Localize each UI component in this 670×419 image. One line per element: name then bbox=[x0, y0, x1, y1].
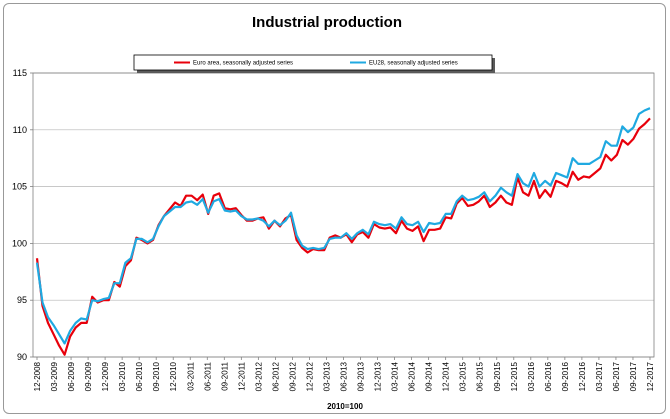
x-axis: 12-2008 03-2009 06-2009 09-2009 12-2009 03-20… bbox=[33, 357, 655, 391]
x-tick-label: 06-2011 bbox=[203, 361, 212, 390]
x-axis-note: 2010=100 bbox=[327, 402, 363, 411]
legend: Euro area, seasonally adjusted series EU… bbox=[133, 54, 495, 73]
x-tick-label: 06-2014 bbox=[408, 361, 417, 391]
x-tick-label: 09-2009 bbox=[84, 361, 93, 391]
x-tick-label: 03-2015 bbox=[459, 361, 468, 391]
x-tick-label: 06-2010 bbox=[135, 361, 144, 391]
x-tick-label: 06-2016 bbox=[544, 361, 553, 391]
x-tick-label: 06-2013 bbox=[340, 361, 349, 391]
x-tick-label: 09-2016 bbox=[561, 361, 570, 391]
chart-title: Industrial production bbox=[252, 14, 402, 31]
x-tick-label: 12-2008 bbox=[33, 361, 42, 391]
y-tick-label: 95 bbox=[17, 295, 27, 305]
x-tick-label: 09-2014 bbox=[425, 361, 434, 391]
x-tick-label: 09-2013 bbox=[357, 361, 366, 391]
x-tick-label: 12-2011 bbox=[237, 361, 246, 390]
series-line-1 bbox=[35, 107, 651, 345]
legend-box bbox=[133, 54, 493, 71]
y-tick-label: 90 bbox=[17, 352, 27, 362]
x-tick-label: 12-2009 bbox=[101, 361, 110, 391]
x-tick-label: 03-2017 bbox=[595, 361, 604, 391]
x-tick-label: 06-2017 bbox=[612, 361, 621, 391]
y-tick-label: 105 bbox=[12, 182, 27, 192]
y-tick-label: 110 bbox=[13, 125, 27, 135]
legend-label-euro-area: Euro area, seasonally adjusted series bbox=[193, 61, 293, 67]
x-tick-label: 12-2014 bbox=[442, 361, 451, 391]
x-tick-label: 06-2009 bbox=[67, 361, 76, 391]
x-tick-label: 12-2013 bbox=[374, 361, 383, 391]
x-tick-label: 09-2012 bbox=[288, 361, 297, 391]
series-lines bbox=[35, 107, 651, 356]
x-tick-label: 09-2015 bbox=[493, 361, 502, 391]
x-tick-label: 06-2012 bbox=[271, 361, 280, 391]
x-tick-label: 03-2016 bbox=[527, 361, 536, 391]
x-tick-label: 03-2012 bbox=[254, 361, 263, 391]
x-tick-label: 03-2013 bbox=[322, 361, 331, 391]
x-tick-label: 12-2017 bbox=[646, 361, 655, 391]
x-tick-label: 06-2015 bbox=[476, 361, 485, 391]
y-tick-label: 115 bbox=[13, 68, 27, 78]
x-tick-label: 12-2012 bbox=[305, 361, 314, 391]
x-tick-label: 09-2017 bbox=[629, 361, 638, 391]
y-axis: 90 95 100 105 110 115 bbox=[12, 68, 33, 362]
plot-area-border bbox=[32, 72, 655, 358]
x-tick-label: 03-2014 bbox=[391, 361, 400, 391]
legend-label-eu28: EU28, seasonally adjusted series bbox=[369, 61, 458, 67]
y-tick-label: 100 bbox=[12, 238, 27, 248]
x-tick-label: 12-2015 bbox=[510, 361, 519, 391]
x-tick-label: 12-2016 bbox=[578, 361, 587, 391]
x-tick-label: 03-2010 bbox=[118, 361, 127, 391]
x-tick-label: 03-2009 bbox=[50, 361, 59, 391]
gridlines bbox=[33, 72, 654, 358]
x-tick-label: 12-2010 bbox=[169, 361, 178, 391]
x-tick-label: 03-2011 bbox=[186, 361, 195, 390]
x-tick-label: 09-2010 bbox=[152, 361, 161, 391]
x-tick-label: 09-2011 bbox=[220, 361, 229, 390]
